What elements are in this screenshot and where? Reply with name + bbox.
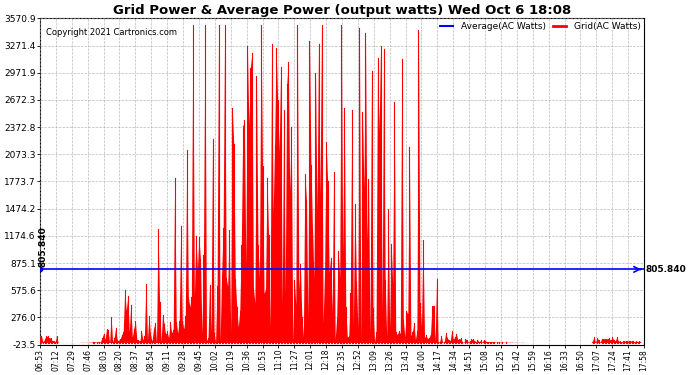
Text: 805.840: 805.840 xyxy=(645,265,686,274)
Text: Copyright 2021 Cartronics.com: Copyright 2021 Cartronics.com xyxy=(46,28,177,37)
Legend: Average(AC Watts), Grid(AC Watts): Average(AC Watts), Grid(AC Watts) xyxy=(436,18,644,34)
Text: 805.840: 805.840 xyxy=(39,226,48,267)
Title: Grid Power & Average Power (output watts) Wed Oct 6 18:08: Grid Power & Average Power (output watts… xyxy=(113,4,571,17)
